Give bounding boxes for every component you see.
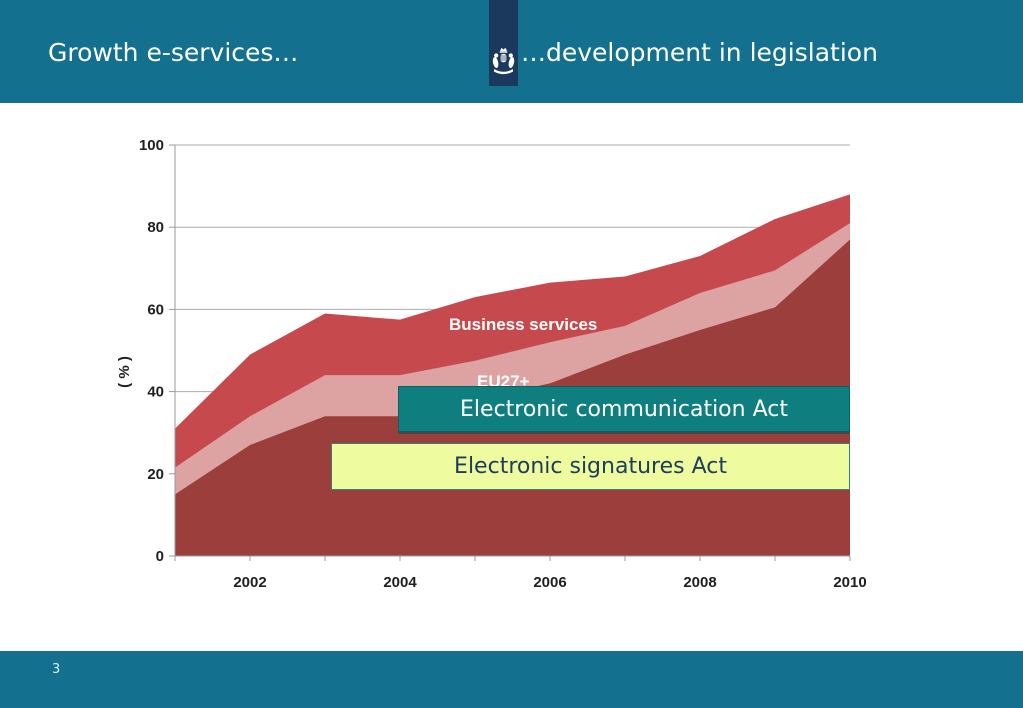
header-bar: Growth e-services… …development in legis… [0, 0, 1023, 103]
x-tick-label-2008: 2008 [683, 574, 716, 591]
overlay-electronic-communication-act-label: Electronic communication Act [460, 396, 788, 422]
slide-title-right: …development in legislation [521, 38, 878, 67]
x-tick-label-2002: 2002 [233, 574, 266, 591]
y-tick-label-80: 80 [147, 219, 164, 236]
y-tick-label-0: 0 [156, 548, 164, 565]
coat-of-arms-icon [492, 47, 515, 75]
overlay-electronic-signatures-act: Electronic signatures Act [331, 443, 850, 490]
x-tick-label-2004: 2004 [383, 574, 417, 591]
page-number: 3 [52, 662, 61, 677]
x-tick-label-2010: 2010 [833, 574, 866, 591]
y-tick-label-100: 100 [139, 137, 164, 154]
overlay-electronic-communication-act: Electronic communication Act [398, 386, 850, 432]
government-logo [489, 0, 518, 86]
y-tick-label-20: 20 [147, 466, 164, 483]
y-axis-title: ( % ) [116, 356, 133, 388]
y-tick-label-60: 60 [147, 301, 164, 318]
series-label-business-services: Business services [449, 315, 598, 334]
footer-bar: 3 [0, 651, 1023, 708]
slide-title-left: Growth e-services… [48, 38, 299, 67]
y-tick-label-40: 40 [147, 384, 164, 401]
overlay-electronic-signatures-act-label: Electronic signatures Act [454, 454, 727, 479]
x-tick-label-2006: 2006 [533, 574, 566, 591]
